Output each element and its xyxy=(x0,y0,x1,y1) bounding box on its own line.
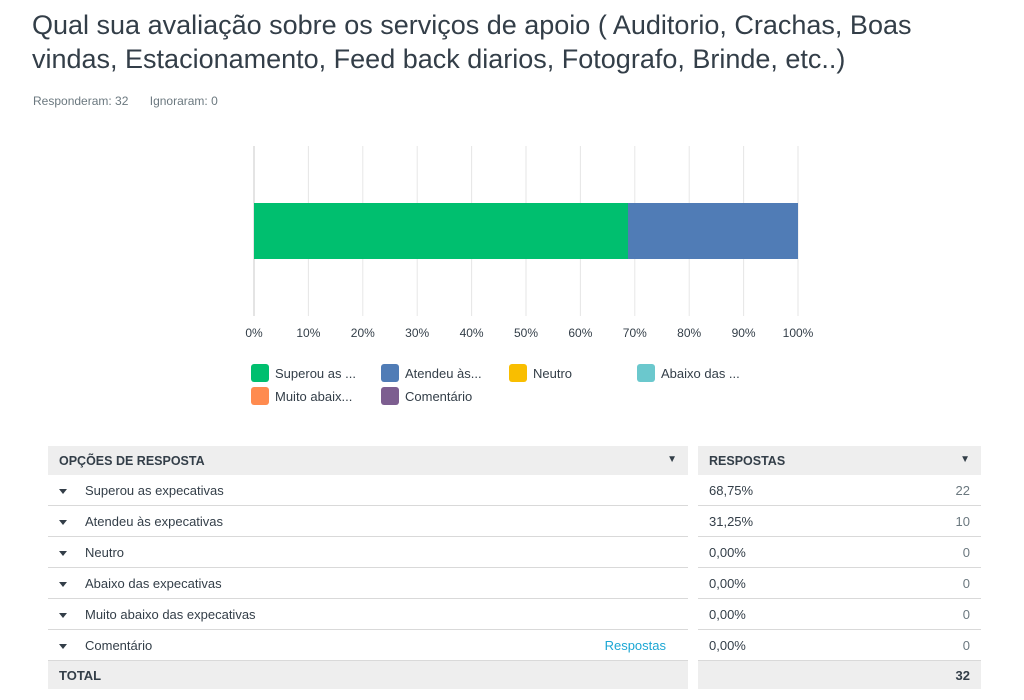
answers-table: OPÇÕES DE RESPOSTA ▼ RESPOSTAS ▼ Superou… xyxy=(48,446,981,689)
x-tick-label: 50% xyxy=(514,326,538,340)
response-stats: Responderam: 32 Ignoraram: 0 xyxy=(33,94,218,108)
question-title: Qual sua avaliação sobre os serviços de … xyxy=(32,10,912,74)
legend-item-atendeu[interactable]: Atendeu às... xyxy=(381,364,482,382)
sort-caret-icon[interactable]: ▼ xyxy=(667,453,677,465)
legend-swatch xyxy=(251,364,269,382)
x-tick-label: 0% xyxy=(245,326,263,340)
total-count: 32 xyxy=(940,660,981,689)
legend-swatch xyxy=(509,364,527,382)
response-count: 22 xyxy=(940,475,981,506)
column-header-responses[interactable]: RESPOSTAS ▼ xyxy=(688,446,981,475)
bar-segment-0[interactable] xyxy=(254,203,628,259)
response-count: 0 xyxy=(940,536,981,568)
x-tick-label: 60% xyxy=(568,326,592,340)
column-header-options-label: OPÇÕES DE RESPOSTA xyxy=(59,453,205,468)
legend-swatch xyxy=(381,387,399,405)
expand-arrow-icon[interactable] xyxy=(59,643,67,649)
x-tick-label: 30% xyxy=(405,326,429,340)
response-percent: 31,25% xyxy=(688,505,940,537)
legend-swatch xyxy=(637,364,655,382)
expand-arrow-icon[interactable] xyxy=(59,581,67,587)
response-count: 10 xyxy=(940,505,981,537)
total-row: TOTAL 32 xyxy=(48,660,981,689)
legend-label: Neutro xyxy=(533,365,573,381)
option-label: Comentário xyxy=(85,637,153,653)
response-count: 0 xyxy=(940,629,981,661)
legend-item-superou[interactable]: Superou as ... xyxy=(251,364,356,382)
expand-arrow-icon[interactable] xyxy=(59,550,67,556)
legend-item-comentario[interactable]: Comentário xyxy=(381,387,472,405)
response-count: 0 xyxy=(940,567,981,599)
legend-swatch xyxy=(251,387,269,405)
legend-label: Atendeu às... xyxy=(405,365,482,381)
response-count: 0 xyxy=(940,598,981,630)
skipped-count: Ignoraram: 0 xyxy=(149,94,218,108)
legend-label: Superou as ... xyxy=(275,365,356,381)
option-label: Abaixo das expecativas xyxy=(85,575,222,591)
legend-item-muito-abaixo[interactable]: Muito abaix... xyxy=(251,387,352,405)
column-header-options[interactable]: OPÇÕES DE RESPOSTA ▼ xyxy=(48,446,693,475)
expand-arrow-icon[interactable] xyxy=(59,519,67,525)
legend-label: Comentário xyxy=(405,388,473,404)
table-row: Neutro 0,00% 0 xyxy=(48,536,981,568)
option-label: Muito abaixo das expecativas xyxy=(85,606,256,622)
column-header-responses-label: RESPOSTAS xyxy=(709,453,786,468)
x-tick-label: 20% xyxy=(351,326,375,340)
option-label: Atendeu às expecativas xyxy=(85,513,224,529)
x-tick-label: 70% xyxy=(623,326,647,340)
x-tick-label: 10% xyxy=(296,326,320,340)
response-percent: 0,00% xyxy=(688,567,940,599)
x-tick-label: 100% xyxy=(783,326,814,340)
legend-item-abaixo[interactable]: Abaixo das ... xyxy=(637,364,740,382)
answered-count: Responderam: 32 xyxy=(33,94,129,108)
table-row: Muito abaixo das expecativas 0,00% 0 xyxy=(48,598,981,630)
x-tick-label: 90% xyxy=(732,326,756,340)
legend-item-neutro[interactable]: Neutro xyxy=(509,364,572,382)
responses-link[interactable]: Respostas xyxy=(604,637,666,653)
legend-swatch xyxy=(381,364,399,382)
option-label: Neutro xyxy=(85,544,125,560)
x-tick-label: 80% xyxy=(677,326,701,340)
response-percent: 0,00% xyxy=(688,536,940,568)
table-row: Abaixo das expecativas 0,00% 0 xyxy=(48,567,981,599)
option-label: Superou as expecativas xyxy=(85,482,224,498)
stacked-bar-chart: 0% 10% 20% 30% 40% 50% 60% 70% 80% 90% 100% xyxy=(245,146,814,340)
response-percent: 68,75% xyxy=(688,475,940,506)
expand-arrow-icon[interactable] xyxy=(59,612,67,618)
response-percent: 0,00% xyxy=(688,598,940,630)
bar-segment-1[interactable] xyxy=(628,203,798,259)
table-row: Comentário Respostas 0,00% 0 xyxy=(48,629,981,661)
sort-caret-icon[interactable]: ▼ xyxy=(960,453,970,465)
total-label: TOTAL xyxy=(48,660,693,689)
total-spacer xyxy=(688,660,940,689)
expand-arrow-icon[interactable] xyxy=(59,488,67,494)
table-row: Superou as expecativas 68,75% 22 xyxy=(48,475,981,506)
response-percent: 0,00% xyxy=(688,629,940,661)
legend-label: Abaixo das ... xyxy=(661,365,740,381)
legend-label: Muito abaix... xyxy=(275,388,353,404)
table-row: Atendeu às expecativas 31,25% 10 xyxy=(48,505,981,537)
x-tick-label: 40% xyxy=(460,326,484,340)
